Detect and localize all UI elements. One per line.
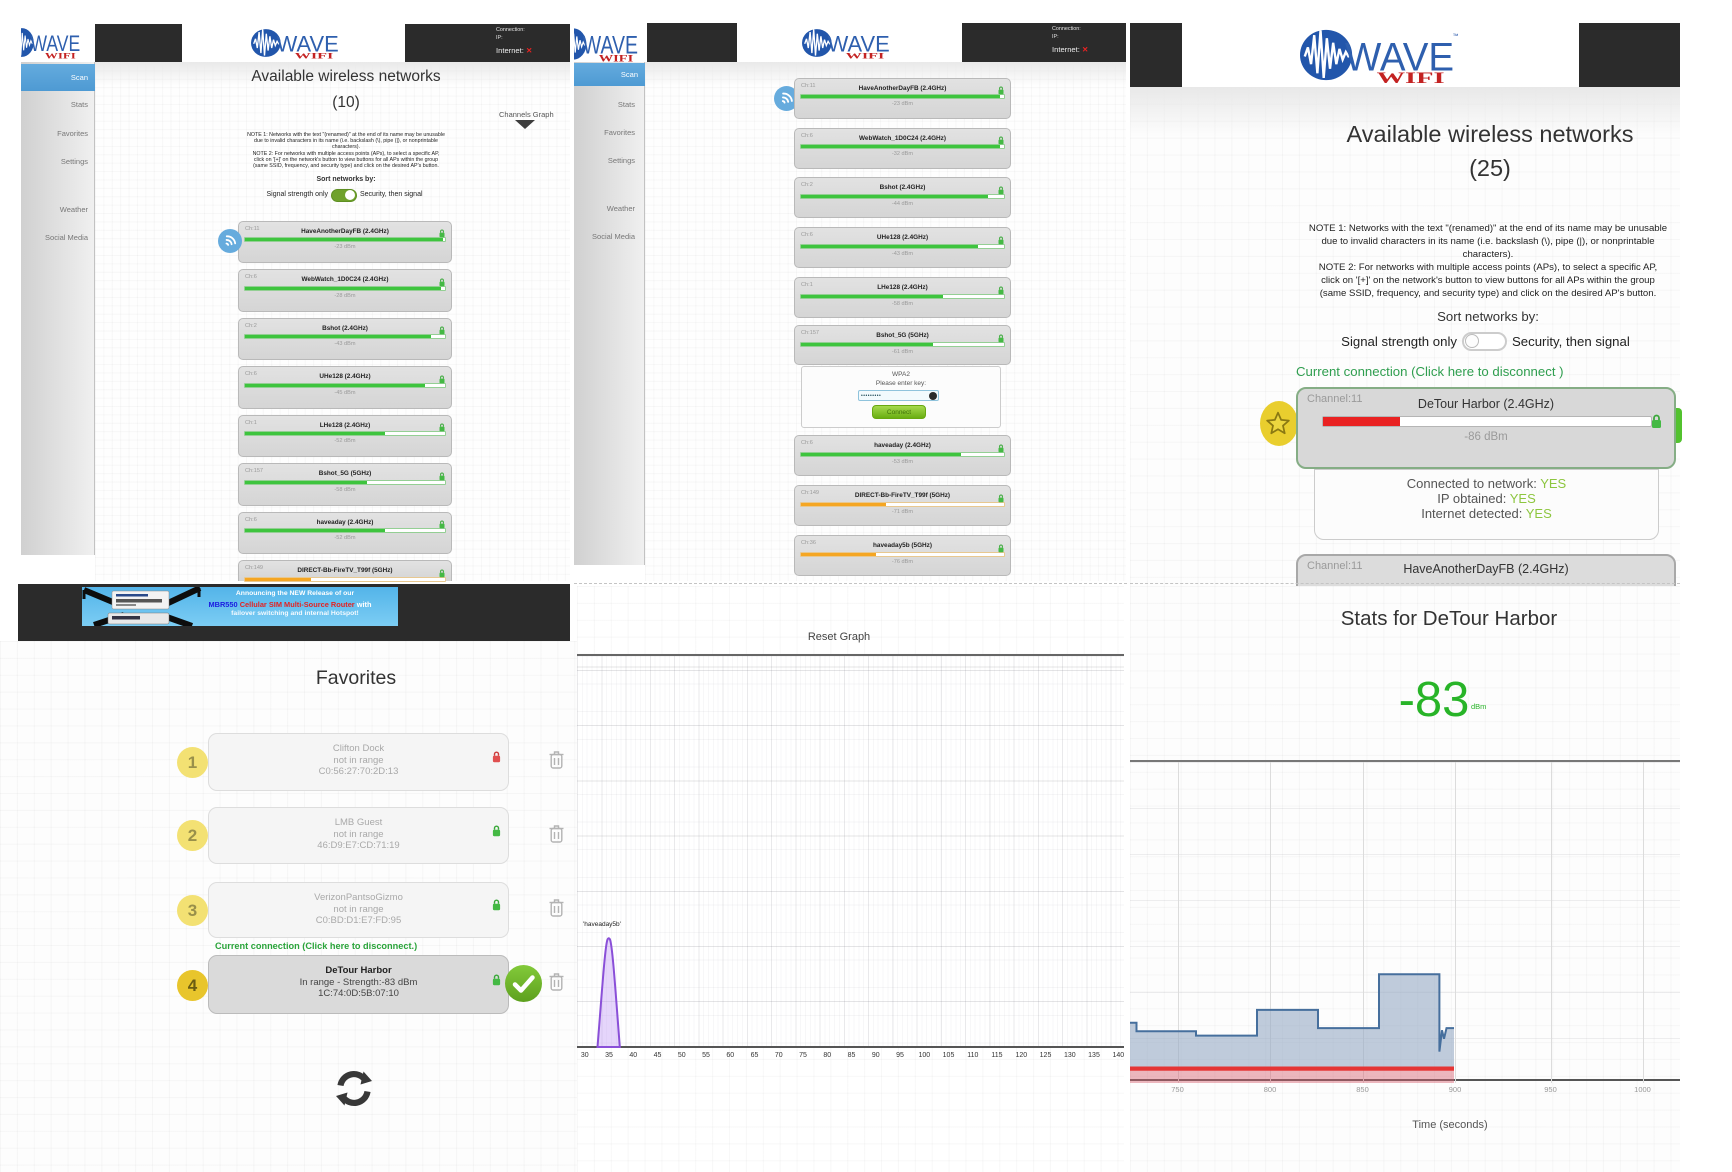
svg-text:WIFI: WIFI	[1377, 70, 1445, 84]
svg-text:WIFI: WIFI	[598, 53, 633, 62]
svg-text:WIFI: WIFI	[846, 51, 886, 59]
svg-text:WAVE: WAVE	[277, 31, 339, 56]
svg-text:WAVE: WAVE	[828, 31, 890, 56]
svg-text:WAVE: WAVE	[31, 32, 81, 57]
svg-text:WIFI: WIFI	[45, 51, 76, 59]
svg-text:WAVE: WAVE	[582, 31, 637, 59]
svg-text:WIFI: WIFI	[295, 51, 335, 59]
svg-text:WAVE: WAVE	[1345, 34, 1454, 79]
svg-text:™: ™	[1452, 33, 1458, 40]
